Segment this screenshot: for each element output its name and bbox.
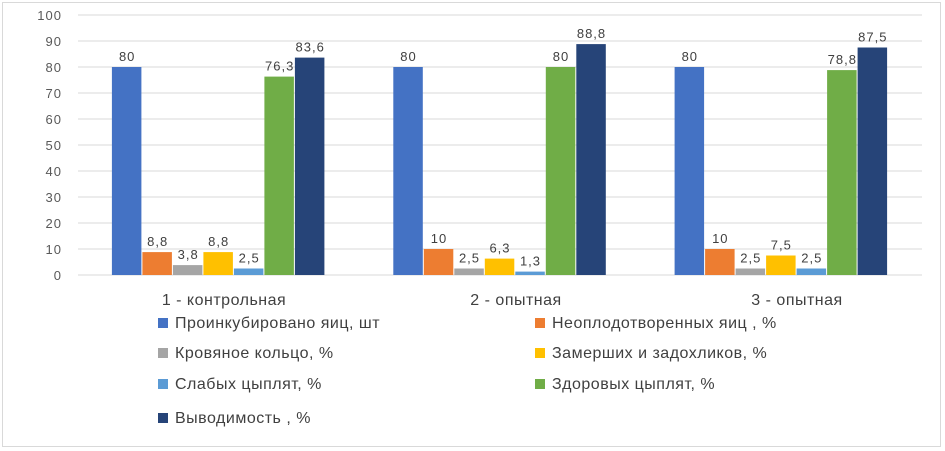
legend-label: Замерших и задохликов, % [552,345,767,362]
legend-swatch [158,318,168,328]
data-label: 2,5 [740,251,761,266]
data-label: 10 [431,231,447,246]
bar [857,47,888,275]
y-tick-label: 80 [46,60,62,75]
y-tick-label: 100 [37,8,62,23]
data-label: 8,8 [147,234,168,249]
bar [674,67,705,275]
bar [111,67,142,275]
bar [264,76,294,275]
data-labels: 80 8,8 3,8 8,8 2,5 76,383,6 80 10 2,5 6,3 1,3 80 88,… [119,26,887,269]
data-label: 76,3 [265,59,294,74]
legend-swatch [535,379,545,389]
bar [484,258,515,275]
legend-label: Кровяное кольцо, % [175,345,334,362]
data-label: 2,5 [239,251,260,266]
legend-label: Неоплодотворенных яиц , % [552,315,777,332]
data-label: 83,6 [296,40,325,55]
y-tick-label: 50 [46,138,62,153]
data-label: 78,8 [828,52,857,67]
data-label: 80 [119,49,135,64]
y-tick-label: 0 [54,268,62,283]
x-axis: 1 - контрольная 2 - опытная 3 - опытная [162,292,842,309]
bar [142,252,172,275]
legend: Проинкубировано яиц, шт Неоплодотворенны… [158,315,777,427]
data-label: 6,3 [489,241,510,256]
data-label: 87,5 [858,30,887,45]
data-label: 1,3 [520,254,541,269]
category-label: 2 - опытная [470,292,561,309]
bar [796,268,827,275]
y-axis: 0 10 20 30 40 50 60 70 80 90 100 [37,8,62,283]
bar [172,265,203,275]
bar [294,57,325,275]
data-label: 88,8 [577,26,606,41]
bar [576,44,606,275]
bar [203,252,233,275]
bar [423,249,454,275]
legend-swatch [535,348,545,358]
legend-label: Здоровых цыплят, % [552,376,715,393]
data-label: 80 [682,49,698,64]
data-label: 2,5 [801,251,822,266]
bar [735,268,766,275]
y-tick-label: 20 [46,216,62,231]
legend-label: Проинкубировано яиц, шт [175,315,380,332]
category-label: 3 - опытная [751,292,842,309]
y-tick-label: 90 [46,34,62,49]
legend-label: Слабых цыплят, % [175,376,322,393]
legend-swatch [158,348,168,358]
legend-swatch [158,379,168,389]
bar [827,70,857,275]
bar [705,249,735,275]
bar [515,271,545,275]
data-label: 10 [712,231,728,246]
y-tick-label: 10 [46,242,62,257]
data-label: 8,8 [208,234,229,249]
bars [111,44,888,275]
gridlines [78,14,922,276]
data-label: 3,8 [178,247,199,262]
data-label: 2,5 [459,251,480,266]
y-tick-label: 40 [46,164,62,179]
legend-label: Выводимость , % [175,410,311,427]
data-label: 7,5 [771,238,792,253]
y-tick-label: 60 [46,112,62,127]
y-tick-label: 30 [46,190,62,205]
category-label: 1 - контрольная [162,292,286,309]
legend-swatch [535,318,545,328]
y-tick-label: 70 [46,86,62,101]
legend-swatch [158,413,168,423]
data-label: 80 [553,49,569,64]
bar [454,268,484,275]
bar [766,255,796,275]
bar [545,67,576,275]
bar [393,67,423,275]
bar [233,268,264,275]
data-label: 80 [400,49,416,64]
